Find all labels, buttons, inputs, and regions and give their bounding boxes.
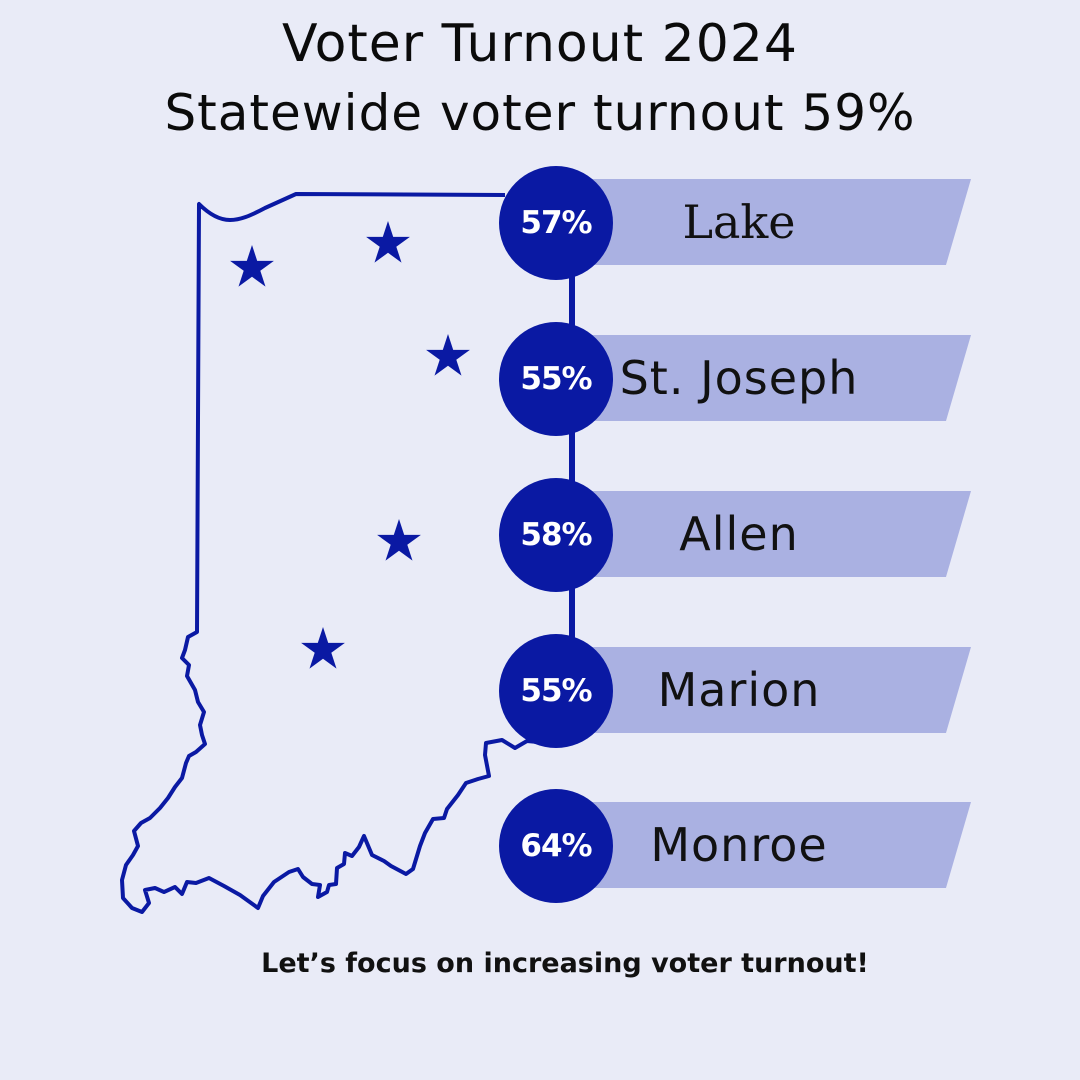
turnout-value: 55% [520, 673, 592, 709]
county-banner [554, 802, 971, 888]
county-name: St. Joseph [619, 351, 859, 405]
turnout-value: 57% [520, 205, 592, 241]
timeline-connector [569, 260, 575, 680]
turnout-value: 64% [520, 828, 592, 864]
turnout-value: 58% [520, 517, 592, 553]
county-row-st-joseph: St. Joseph 55% [499, 322, 979, 436]
county-name: Lake [682, 195, 796, 249]
turnout-badge: 57% [499, 166, 613, 280]
turnout-badge: 55% [499, 322, 613, 436]
county-row-marion: Marion 55% [499, 634, 979, 748]
county-banner [554, 647, 971, 733]
county-name: Marion [657, 663, 821, 717]
turnout-badge: 64% [499, 789, 613, 903]
page-subtitle: Statewide voter turnout 59% [164, 84, 916, 142]
star-icon [377, 519, 421, 561]
county-banner [554, 179, 971, 265]
star-icon [426, 334, 470, 376]
county-banner [554, 335, 971, 421]
page-title: Voter Turnout 2024 [282, 14, 798, 74]
county-banner [554, 491, 971, 577]
county-name: Allen [679, 507, 799, 561]
turnout-badge: 55% [499, 634, 613, 748]
star-icon [366, 221, 410, 263]
county-row-monroe: Monroe 64% [499, 789, 979, 903]
county-row-lake: Lake 57% [499, 166, 979, 280]
call-to-action-text: Let’s focus on increasing voter turnout! [261, 948, 869, 979]
indiana-state-border [120, 192, 539, 914]
county-row-allen: Allen 58% [499, 478, 979, 592]
turnout-value: 55% [520, 361, 592, 397]
star-icon [230, 245, 274, 287]
county-name: Monroe [650, 818, 828, 872]
star-icon [301, 627, 345, 669]
turnout-badge: 58% [499, 478, 613, 592]
